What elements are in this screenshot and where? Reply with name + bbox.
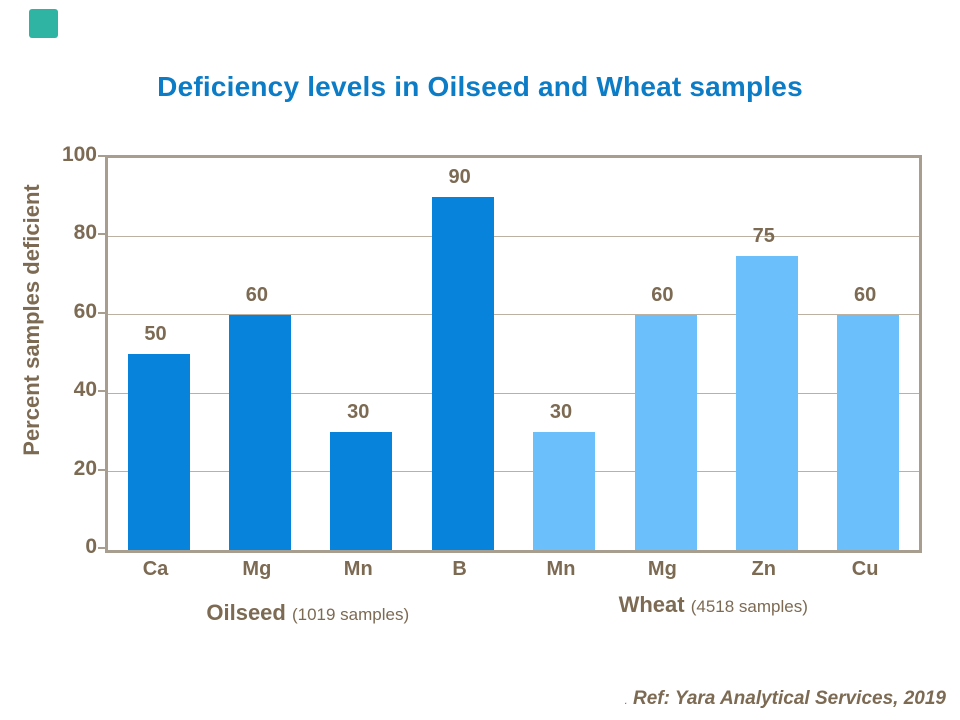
x-axis-tick-label: Mn xyxy=(343,558,373,580)
bar-b-oilseed xyxy=(431,197,494,550)
gridline xyxy=(108,471,919,473)
bar-value-label: 30 xyxy=(549,401,573,424)
x-axis-tick-label: Ca xyxy=(142,558,169,580)
series-sample-count: (4518 samples) xyxy=(690,597,808,616)
series-group-label-wheat: Wheat (4518 samples) xyxy=(619,592,808,618)
y-axis-tick-label: 100 xyxy=(61,143,97,166)
x-axis-tick-label: Mg xyxy=(242,558,272,580)
bar-mg-wheat xyxy=(634,314,697,550)
x-axis-tick-label: Mn xyxy=(546,558,576,580)
bar-mn-wheat xyxy=(533,432,596,550)
series-name: Oilseed xyxy=(206,600,292,625)
x-axis-tick-label: Mg xyxy=(647,558,677,580)
y-axis-tick-label: 80 xyxy=(73,221,97,245)
y-axis-tick xyxy=(98,233,105,236)
bar-ca-oilseed xyxy=(127,354,190,550)
gridline xyxy=(108,235,919,237)
y-axis-tick xyxy=(98,390,105,393)
series-sample-count: (1019 samples) xyxy=(291,605,410,624)
bar-value-label: 30 xyxy=(347,401,370,424)
x-axis-tick-label: B xyxy=(452,558,467,580)
bar-value-label: 50 xyxy=(144,323,167,345)
y-axis-tick xyxy=(98,547,105,549)
series-name: Wheat xyxy=(618,592,691,617)
y-axis-labels: 0 20 40 60 80 100 xyxy=(0,0,97,720)
reference-text: . Ref: Yara Analytical Services, 2019 xyxy=(625,688,946,710)
bar-value-label: 60 xyxy=(854,283,877,306)
series-group-label-oilseed: Oilseed (1019 samples) xyxy=(206,600,409,626)
bar-mn-oilseed xyxy=(330,432,393,550)
y-axis-tick-label: 40 xyxy=(73,378,97,402)
x-axis-tick-label: Zn xyxy=(751,558,776,580)
chart-title: Deficiency levels in Oilseed and Wheat s… xyxy=(157,71,803,102)
gridline xyxy=(108,392,919,394)
y-axis-tick-label: 20 xyxy=(73,456,97,480)
gridline xyxy=(108,314,919,316)
brand-accent-square xyxy=(29,9,58,38)
bar-mg-oilseed xyxy=(229,314,292,550)
reference-label: Ref: Yara Analytical Services, 2019 xyxy=(633,688,946,709)
bar-value-label: 90 xyxy=(448,166,471,189)
y-axis-tick xyxy=(98,311,105,314)
plot-area xyxy=(105,155,922,553)
bar-value-label: 60 xyxy=(651,283,674,306)
bar-value-label: 75 xyxy=(752,225,775,247)
y-axis-tick xyxy=(98,155,105,157)
bar-cu-wheat xyxy=(837,314,900,550)
reference-prefix: . xyxy=(624,695,628,707)
y-axis-tick-label: 0 xyxy=(85,535,97,558)
bar-zn-wheat xyxy=(735,256,798,550)
x-axis-tick-label: Cu xyxy=(851,558,879,580)
y-axis-tick xyxy=(98,468,105,471)
y-axis-tick-label: 60 xyxy=(73,299,97,323)
bar-value-label: 60 xyxy=(245,283,268,306)
